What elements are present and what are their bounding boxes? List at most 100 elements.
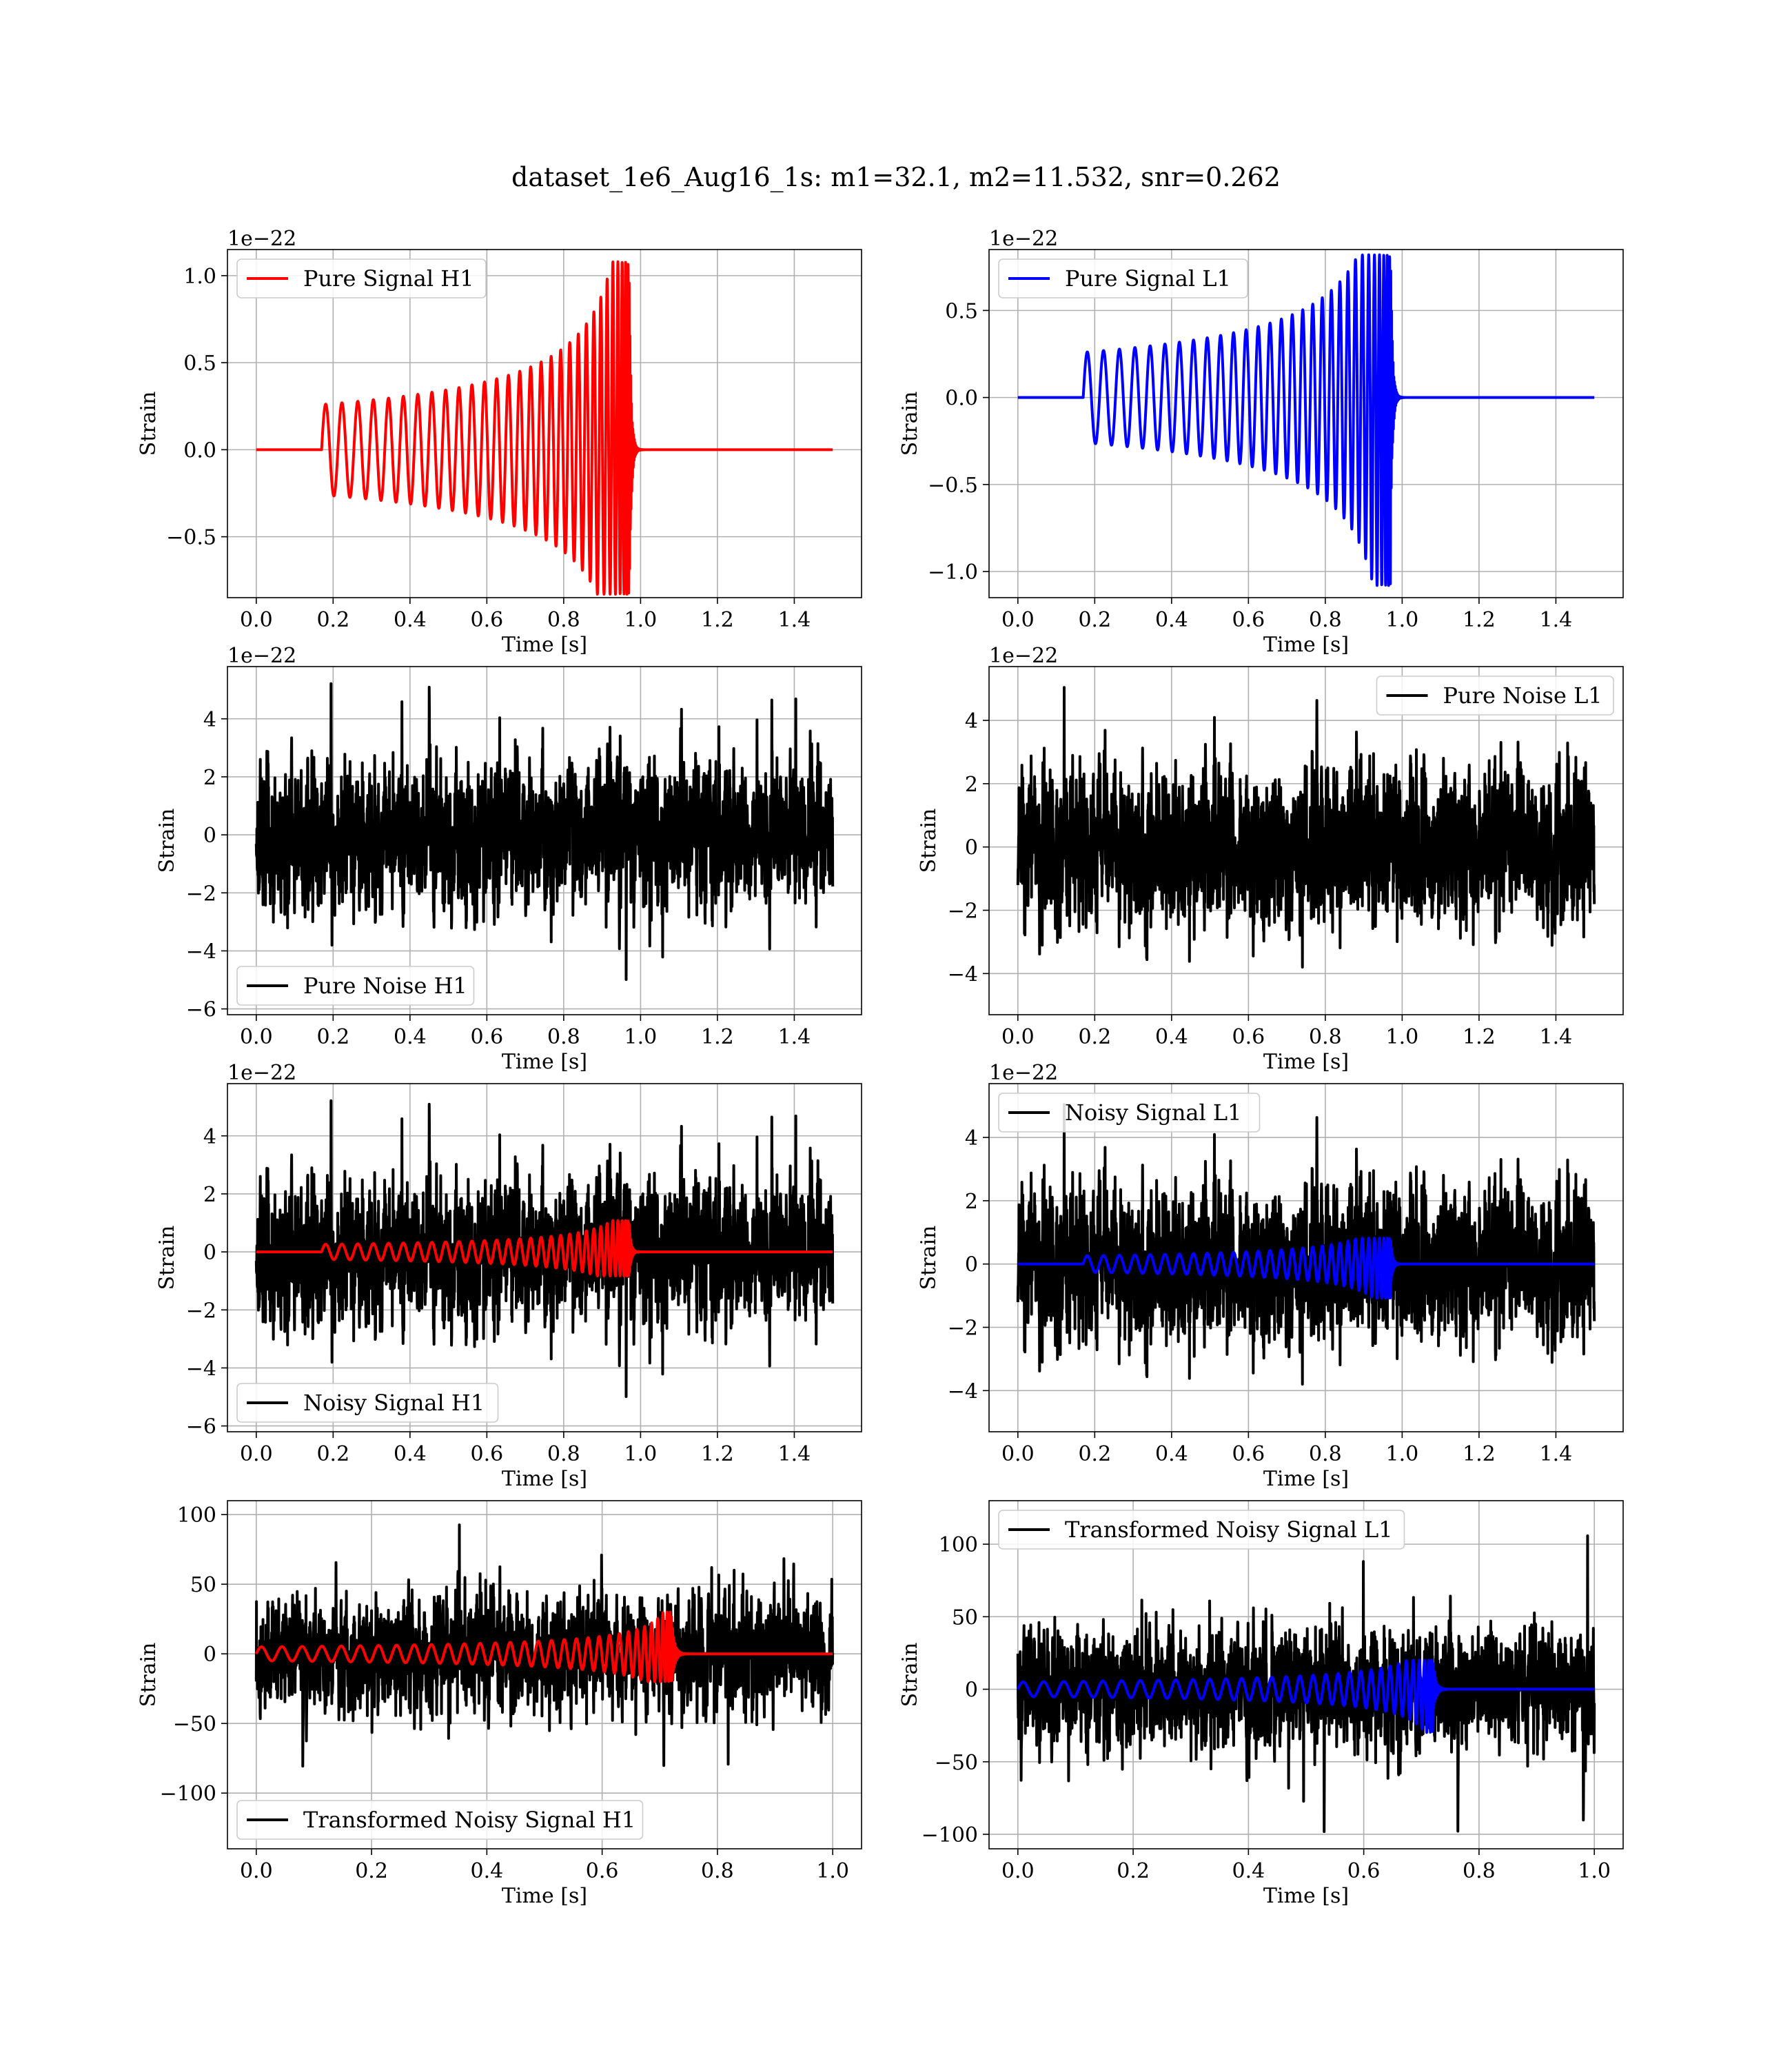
x-tick-label: 1.0 [816, 1859, 849, 1883]
x-tick-label: 0.0 [1001, 1025, 1035, 1049]
series-group [256, 260, 833, 596]
series-group [1016, 1103, 1596, 1386]
x-tick-label: 0.8 [1309, 1442, 1342, 1466]
x-tick-label: 0.8 [547, 1442, 580, 1466]
y-axis-label: Strain [917, 809, 941, 873]
series-group [254, 1099, 835, 1399]
x-tick-label: 1.0 [624, 1442, 658, 1466]
x-tick-label: 0.4 [394, 1442, 427, 1466]
y-tick-label: 2 [965, 773, 978, 797]
y-tick-label: 0 [203, 824, 216, 848]
axis-offset-label: 1e−22 [989, 1061, 1058, 1085]
axes-frame [227, 1083, 862, 1432]
x-tick-label: 0.2 [1078, 1442, 1111, 1466]
x-axis-label: Time [s] [502, 1050, 587, 1074]
legend-box [236, 258, 487, 298]
x-tick-label: 0.2 [1117, 1859, 1150, 1883]
series-line-noise [254, 1099, 835, 1399]
y-tick-label: 0.0 [945, 387, 978, 411]
legend: Pure Noise H1 [236, 966, 475, 1006]
x-tick-label: 0.8 [1463, 1859, 1496, 1883]
y-tick-label: −6 [186, 1415, 216, 1439]
x-tick-label: 0.6 [586, 1859, 619, 1883]
panel-noisy-signal-l1: 0.0 0.2 0.4 0.6 0.8 1.0 1.2 1.4 −4 −2 0 2 4 Time [s] S… [917, 1061, 1624, 1491]
legend-entry-label: Pure Noise L1 [1443, 682, 1602, 709]
x-tick-label: 1.0 [1386, 1025, 1419, 1049]
y-axis-label: Strain [136, 1643, 161, 1707]
x-tick-label: 0.8 [547, 608, 580, 632]
x-tick-label: 1.2 [1463, 608, 1496, 632]
series-line-signal [256, 260, 833, 596]
legend-entry-label: Noisy Signal H1 [303, 1390, 485, 1416]
y-tick-label: −0.5 [166, 526, 216, 550]
x-tick-label: 0.2 [355, 1859, 388, 1883]
y-tick-label: 100 [177, 1503, 216, 1528]
axis-offset-label: 1e−22 [989, 227, 1058, 251]
series-line-noise [1016, 686, 1596, 969]
y-tick-label: −2 [948, 1317, 978, 1341]
y-axis-label: Strain [917, 1226, 941, 1290]
x-tick-label: 0.0 [240, 1442, 273, 1466]
y-tick-label: −50 [935, 1751, 978, 1775]
x-tick-label: 0.6 [1232, 1442, 1265, 1466]
legend-box [1376, 676, 1614, 716]
x-tick-label: 0.4 [394, 1025, 427, 1049]
legend: Pure Signal H1 [236, 258, 487, 298]
y-tick-label: 4 [203, 708, 216, 732]
axes-frame [227, 249, 862, 598]
x-tick-label: 0.8 [701, 1859, 734, 1883]
x-tick-label: 0.6 [471, 1025, 504, 1049]
x-tick-label: 0.2 [316, 1025, 349, 1049]
series-group [254, 682, 835, 982]
x-axis-label: Time [s] [1263, 1050, 1349, 1074]
y-tick-label: 0.0 [183, 438, 216, 463]
legend: Transformed Noisy Signal L1 [998, 1510, 1405, 1550]
x-tick-label: 0.4 [1155, 608, 1188, 632]
legend-box [998, 258, 1248, 298]
y-tick-label: 4 [965, 1126, 978, 1150]
x-tick-label: 0.4 [471, 1859, 504, 1883]
series-line-noise [1016, 1534, 1596, 1834]
y-tick-label: 0.5 [945, 299, 978, 323]
x-axis-label: Time [s] [1263, 633, 1349, 657]
x-axis-label: Time [s] [502, 633, 587, 657]
x-tick-label: 1.4 [778, 1442, 811, 1466]
legend-entry-label: Transformed Noisy Signal L1 [1065, 1517, 1393, 1543]
panels: 0.0 0.2 0.4 0.6 0.8 1.0 1.2 1.4 −0.5 0.0 0.5 1.0 Tim… [136, 227, 1624, 1908]
axes-frame [227, 666, 862, 1015]
series-group [1016, 1534, 1596, 1834]
panel-pure-signal-l1: 0.0 0.2 0.4 0.6 0.8 1.0 1.2 1.4 −1.0 −0.5 0.0 0.5 Ti… [898, 227, 1624, 657]
y-tick-label: −50 [173, 1712, 216, 1736]
axes-frame [227, 1500, 862, 1849]
x-tick-label: 0.2 [1078, 1025, 1111, 1049]
y-tick-label: −1.0 [928, 560, 978, 585]
y-tick-label: 50 [190, 1573, 216, 1597]
series-line-signal [1016, 1659, 1595, 1734]
y-tick-label: 1.0 [183, 265, 216, 289]
axis-offset-label: 1e−22 [227, 644, 296, 668]
x-tick-label: 1.2 [701, 1025, 734, 1049]
x-tick-label: 1.0 [624, 1025, 658, 1049]
y-tick-label: 0 [965, 836, 978, 860]
x-tick-label: 1.2 [1463, 1025, 1496, 1049]
y-axis-label: Strain [155, 809, 179, 873]
axes-frame [988, 249, 1624, 598]
legend-entry-label: Pure Noise H1 [303, 973, 467, 999]
x-tick-label: 0.6 [471, 1442, 504, 1466]
series-line-noise [1016, 1103, 1596, 1386]
x-tick-label: 0.2 [1078, 608, 1111, 632]
series-group [1017, 253, 1595, 587]
x-tick-label: 0.6 [471, 608, 504, 632]
x-tick-label: 0.0 [1001, 1442, 1035, 1466]
legend-box [236, 1800, 644, 1840]
legend-entry-label: Noisy Signal L1 [1065, 1099, 1242, 1126]
x-tick-label: 0.4 [1155, 1025, 1188, 1049]
x-tick-label: 1.4 [1540, 1025, 1573, 1049]
x-tick-label: 0.4 [1232, 1859, 1265, 1883]
series-group [254, 1523, 835, 1768]
series-line-signal [256, 1219, 833, 1278]
y-tick-label: 0.5 [183, 352, 216, 376]
series-line-noise [254, 1523, 835, 1768]
y-tick-label: −0.5 [928, 474, 978, 498]
